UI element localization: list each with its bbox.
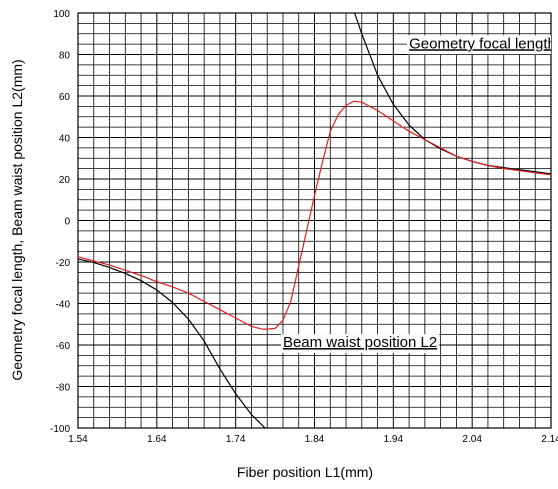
y-tick-label: 60 <box>59 92 71 103</box>
x-tick-label: 1.74 <box>226 434 246 445</box>
x-tick-label: 1.84 <box>305 434 325 445</box>
x-axis-label: Fiber position L1(mm) <box>237 464 373 480</box>
y-tick-label: 0 <box>64 217 70 228</box>
x-tick-label: 1.64 <box>147 434 167 445</box>
annotation-background <box>407 35 551 55</box>
x-tick-label: 1.94 <box>384 434 404 445</box>
geometry-focal-length-label: Geometry focal length <box>409 35 556 52</box>
y-tick-label: 80 <box>59 51 71 62</box>
x-tick-label: 1.54 <box>68 434 88 445</box>
annotations: Geometry focal length Beam waist position… <box>280 35 556 354</box>
grid <box>77 12 552 429</box>
geometry-focal-length-curve <box>78 258 266 428</box>
y-tick-label: -20 <box>56 258 71 269</box>
x-tick-label: 2.04 <box>462 434 482 445</box>
y-tick-label: 100 <box>53 9 70 20</box>
beam-waist-position-curve <box>78 100 551 331</box>
y-tick-label: 20 <box>59 175 71 186</box>
y-axis-label: Geometry focal length, Beam waist positi… <box>9 59 25 380</box>
y-tick-label: 40 <box>59 134 71 145</box>
curves <box>78 13 551 428</box>
plot-frame <box>77 12 552 429</box>
y-tick-label: -80 <box>56 383 71 394</box>
tick-labels: 1.54 1.64 1.74 1.84 1.94 2.04 2.14 100 80 60 40 20 0… <box>50 9 558 445</box>
x-tick-label: 2.14 <box>541 434 558 445</box>
y-tick-label: -100 <box>50 424 70 435</box>
y-tick-label: -40 <box>56 300 71 311</box>
annotation-background <box>280 334 440 354</box>
beam-waist-position-label: Beam waist position L2 <box>283 334 437 351</box>
y-tick-label: -60 <box>56 341 71 352</box>
